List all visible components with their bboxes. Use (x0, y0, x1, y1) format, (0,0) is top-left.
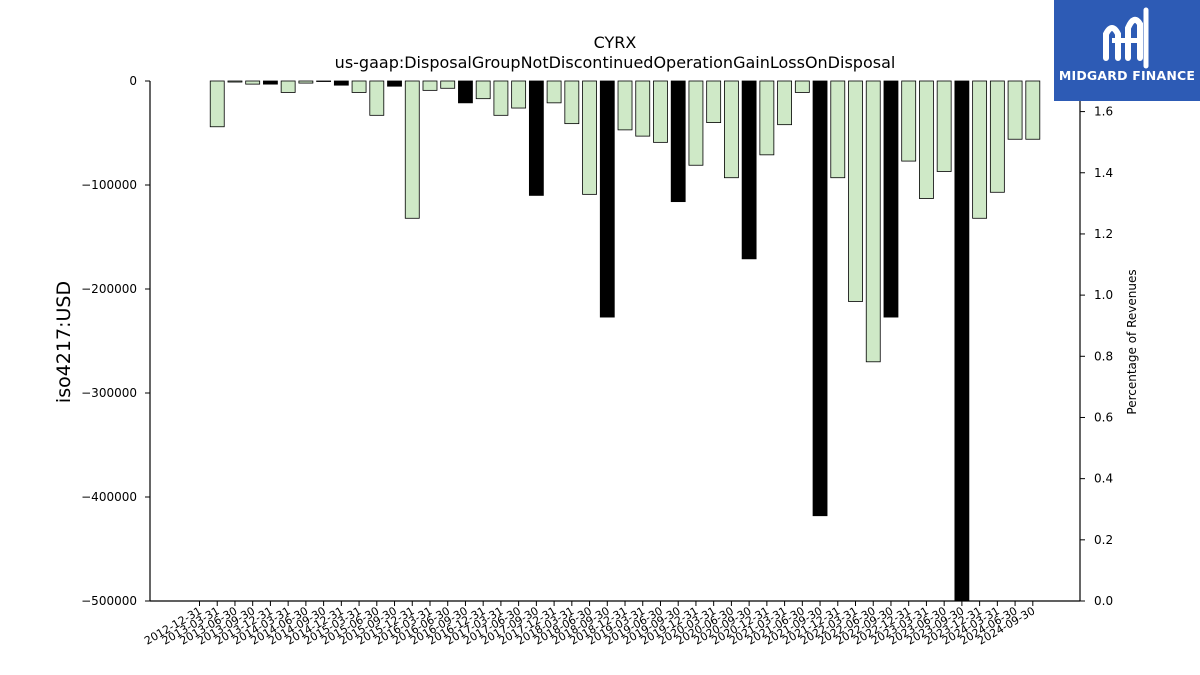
bar-2015-03-31 (351, 80, 367, 93)
bar-2018-12-31 (617, 80, 633, 131)
bar-2024-03-31 (989, 80, 1005, 193)
bars-group (209, 80, 1041, 602)
bar-2017-09-30 (528, 80, 544, 196)
bar-2013-09-30 (245, 80, 261, 85)
bar-2014-06-30 (298, 80, 314, 84)
logo-mark-icon (1103, 7, 1149, 69)
bar-2020-06-30 (724, 80, 739, 179)
bar-2015-06-30 (369, 80, 385, 116)
y-axis-label-right: Percentage of Revenues (1125, 269, 1139, 414)
bar-2018-06-30 (582, 80, 597, 195)
bar-2024-09-30 (1025, 80, 1041, 140)
bar-2022-09-30 (883, 80, 899, 318)
bar-2022-06-30 (865, 80, 881, 363)
bar-2022-03-31 (848, 80, 863, 302)
bar-2024-06-30 (1007, 80, 1023, 140)
bar-2016-03-31 (422, 80, 438, 91)
y-right-tick-label: 0.0 (1094, 594, 1113, 608)
y-axis-label-left: iso4217:USD (53, 281, 75, 403)
bar-2020-12-31 (759, 80, 775, 156)
bar-2013-06-30 (227, 80, 243, 83)
bar-2018-09-30 (599, 80, 615, 318)
bar-2018-03-31 (564, 80, 580, 125)
bar-2015-09-30 (387, 80, 402, 87)
y-right-tick-label: 0.8 (1094, 349, 1113, 363)
bar-2023-12-31 (972, 80, 988, 219)
bar-2023-06-30 (936, 80, 952, 172)
bar-2020-09-30 (741, 80, 757, 260)
y-right-tick-label: 1.6 (1094, 105, 1113, 119)
bar-2019-06-30 (653, 80, 668, 143)
bar-2020-03-31 (706, 80, 722, 123)
bar-2016-06-30 (440, 80, 456, 89)
bar-2019-12-31 (688, 80, 704, 166)
y-right-tick-label: 1.4 (1094, 166, 1113, 180)
y-tick-label: −400000 (81, 490, 137, 504)
bar-2021-06-30 (794, 80, 810, 93)
bar-2017-12-31 (546, 80, 562, 104)
y-right-tick-label: 1.2 (1094, 227, 1113, 241)
bar-2014-09-30 (316, 80, 332, 82)
axes-group: 0 −100000 −200000 −300000 −400000 −500000 0.0 0… (81, 74, 1113, 648)
logo-text: MIDGARD FINANCE (1058, 68, 1196, 83)
y-right-tick-label: 1.0 (1094, 288, 1113, 302)
bar-2021-09-30 (812, 80, 828, 517)
bar-2017-03-31 (493, 80, 509, 116)
bar-2016-09-30 (458, 80, 473, 104)
bar-2016-12-31 (475, 80, 491, 100)
y-tick-label: −200000 (81, 282, 137, 296)
bar-2019-09-30 (670, 80, 686, 203)
bar-2021-12-31 (830, 80, 846, 179)
y-tick-label: −300000 (81, 386, 137, 400)
bar-2017-06-30 (511, 80, 527, 109)
bar-2023-09-30 (954, 80, 970, 602)
bar-2013-12-31 (263, 80, 278, 85)
bar-2019-03-31 (635, 80, 651, 137)
chart-subtitle: us-gaap:DisposalGroupNotDiscontinuedOper… (335, 53, 896, 72)
y-right-tick-label: 0.4 (1094, 472, 1113, 486)
bar-2014-12-31 (333, 80, 349, 86)
bar-2013-03-31 (209, 80, 225, 128)
bar-2021-03-31 (777, 80, 792, 126)
y-tick-label: 0 (129, 74, 137, 88)
chart-title: CYRX (594, 33, 637, 52)
y-right-tick-label: 0.2 (1094, 533, 1113, 547)
bar-2022-12-31 (901, 80, 917, 162)
y-tick-label: −500000 (81, 594, 137, 608)
y-tick-label: −100000 (81, 178, 137, 192)
y-right-tick-label: 0.6 (1094, 410, 1113, 424)
brand-logo: MIDGARD FINANCE (1054, 0, 1200, 101)
bar-2015-12-31 (404, 80, 420, 219)
bar-2023-03-31 (919, 80, 934, 199)
bar-2014-03-31 (280, 80, 296, 93)
